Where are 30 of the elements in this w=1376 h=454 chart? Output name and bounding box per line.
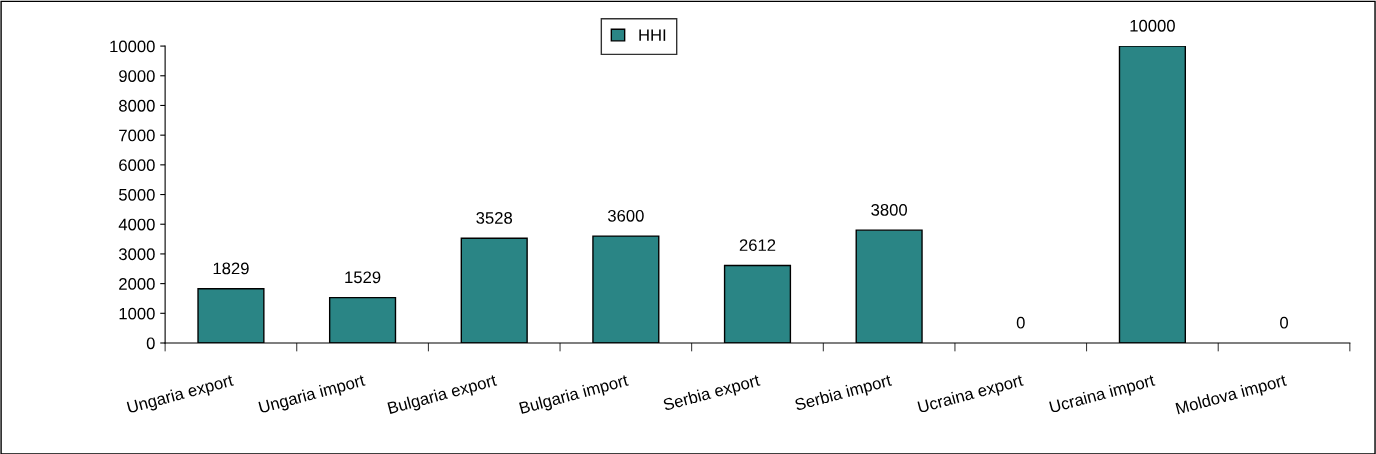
data-label: 0: [1280, 316, 1289, 329]
y-tick-label: 0: [146, 337, 155, 350]
y-tick-label: 4000: [118, 218, 155, 231]
data-label: 10000: [1130, 19, 1175, 32]
data-label: 3528: [476, 212, 513, 224]
x-tick-label: Ucraina import: [1048, 373, 1157, 417]
y-tick-label: 7000: [119, 129, 155, 142]
y-tick-label: 3000: [118, 248, 155, 261]
y-tick-label: 8000: [119, 99, 155, 112]
y-tick-label: 1000: [119, 307, 155, 320]
data-label: 0: [1016, 316, 1025, 329]
data-label: 3600: [607, 209, 644, 222]
data-label: 2612: [739, 239, 776, 252]
data-label: 1529: [345, 271, 381, 284]
y-tick-label: 9000: [119, 70, 155, 82]
data-label: 1829: [213, 262, 249, 275]
x-tick-label: Ucraina export: [917, 373, 1025, 417]
x-tick-label: Serbia import: [794, 373, 894, 415]
x-tick-label: Ungaria import: [258, 373, 367, 417]
legend-label: HHI: [639, 29, 666, 41]
y-tick-label: 10000: [110, 40, 155, 53]
x-tick-label: Bulgaria import: [518, 373, 630, 418]
x-tick-label: Ungaria export: [126, 373, 235, 417]
x-tick-label: Moldova import: [1175, 373, 1288, 418]
y-tick-label: 5000: [118, 188, 155, 201]
data-label: 3800: [871, 203, 908, 216]
x-tick-label: Bulgaria export: [387, 373, 499, 418]
x-tick-label: Serbia export: [662, 373, 762, 415]
y-tick-label: 6000: [119, 159, 155, 172]
y-tick-label: 2000: [119, 278, 155, 290]
